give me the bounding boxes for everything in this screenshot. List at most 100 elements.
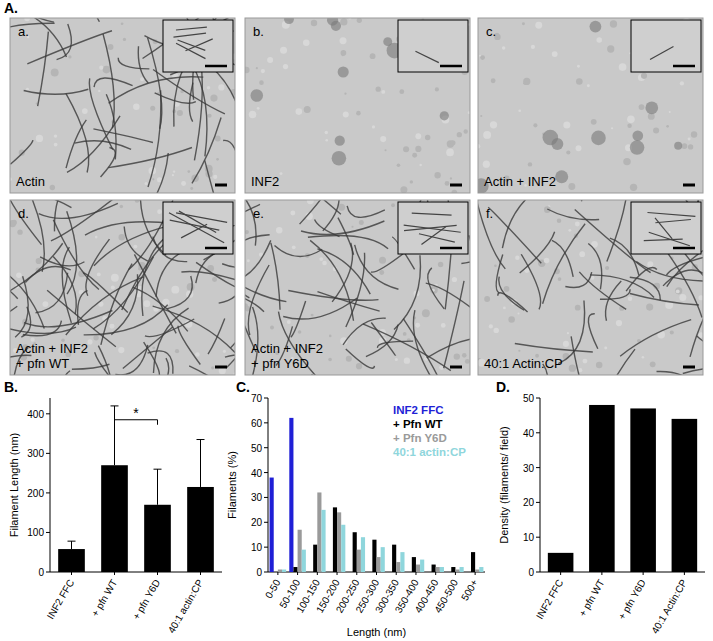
- grain: [340, 37, 347, 44]
- y-tick: [264, 547, 268, 548]
- grain: [123, 38, 126, 41]
- micrograph: [478, 18, 703, 193]
- grain: [422, 309, 430, 317]
- filament: [366, 325, 398, 357]
- y-tick-label: 300: [27, 448, 44, 459]
- blob: [590, 21, 602, 33]
- grain: [569, 364, 576, 371]
- blob: [250, 89, 263, 102]
- filament: [15, 276, 28, 337]
- grain: [36, 135, 43, 142]
- grain: [245, 67, 250, 74]
- inset-filament: [404, 225, 461, 232]
- filament: [630, 293, 699, 305]
- grain: [283, 64, 288, 69]
- grain: [623, 158, 630, 165]
- grain: [404, 357, 410, 363]
- x-tick: [277, 572, 278, 575]
- grain: [531, 45, 535, 49]
- micrograph: [10, 200, 235, 375]
- bar: [451, 567, 455, 572]
- filament: [403, 319, 446, 375]
- grain: [464, 129, 468, 133]
- x-tick: [601, 572, 602, 575]
- inset-filament: [649, 232, 690, 246]
- grain: [118, 347, 124, 353]
- grain: [298, 330, 302, 334]
- legend-entry: + Pfn WT: [393, 418, 443, 430]
- bar: [321, 510, 325, 572]
- y-tick: [264, 472, 268, 473]
- grain: [576, 78, 583, 85]
- grain: [381, 90, 385, 94]
- grain: [190, 187, 193, 190]
- grain: [395, 358, 398, 361]
- grain: [558, 277, 562, 281]
- filament: [194, 63, 202, 161]
- filament: [245, 240, 271, 279]
- grain: [446, 149, 454, 157]
- grain: [552, 51, 558, 57]
- grain: [319, 257, 323, 261]
- marks: [548, 405, 697, 572]
- grain: [267, 57, 273, 63]
- grain: [341, 50, 347, 56]
- grain: [68, 55, 71, 58]
- grain: [563, 341, 569, 347]
- grain: [140, 77, 144, 81]
- blob: [335, 136, 345, 146]
- filament: [10, 23, 55, 36]
- filament: [543, 224, 586, 304]
- y-tick-label: 40: [523, 428, 535, 439]
- x-tick-label: 500+: [459, 577, 480, 602]
- bar: [361, 537, 365, 572]
- bar: [302, 550, 306, 572]
- grain: [681, 143, 687, 149]
- grain: [384, 149, 386, 151]
- y-tick: [264, 398, 268, 399]
- grain: [218, 84, 224, 90]
- grain: [454, 353, 460, 359]
- inset: [163, 20, 233, 72]
- bar: [333, 507, 337, 572]
- grain: [340, 18, 347, 25]
- bar: [460, 567, 464, 572]
- scale-bar: [215, 184, 227, 187]
- x-tick-label: 0-50: [263, 577, 283, 600]
- x-tick: [560, 572, 561, 575]
- micrograph-caption: Actin + INF2: [251, 341, 323, 356]
- filament: [394, 255, 420, 329]
- filament: [118, 58, 149, 69]
- filament: [515, 344, 593, 352]
- grain: [544, 258, 550, 264]
- filament: [300, 200, 328, 224]
- bar: [400, 552, 404, 572]
- grain: [187, 170, 190, 173]
- inset: [163, 202, 233, 254]
- grain: [173, 170, 175, 172]
- grain: [103, 66, 111, 74]
- grain: [257, 107, 260, 110]
- grain: [187, 283, 195, 291]
- filament: [47, 290, 116, 346]
- grain: [303, 39, 310, 46]
- x-tick: [643, 572, 644, 575]
- bar: [408, 572, 412, 573]
- micrograph-letter: b.: [253, 24, 264, 39]
- micrograph-letter: f.: [486, 206, 493, 221]
- filament: [67, 211, 77, 294]
- filament: [332, 243, 352, 302]
- y-tick: [264, 572, 268, 573]
- x-tick: [71, 572, 72, 575]
- grain: [462, 353, 467, 358]
- bar: [412, 557, 416, 572]
- bar: [381, 547, 385, 572]
- y-tick-label: 200: [27, 488, 44, 499]
- grain: [445, 181, 450, 186]
- filament: [138, 46, 148, 83]
- filament: [39, 203, 118, 218]
- legend-entry: + Pfn Y6D: [393, 432, 447, 444]
- y-tick-label: 0: [256, 567, 262, 578]
- bar: [282, 570, 286, 572]
- filament: [347, 206, 385, 218]
